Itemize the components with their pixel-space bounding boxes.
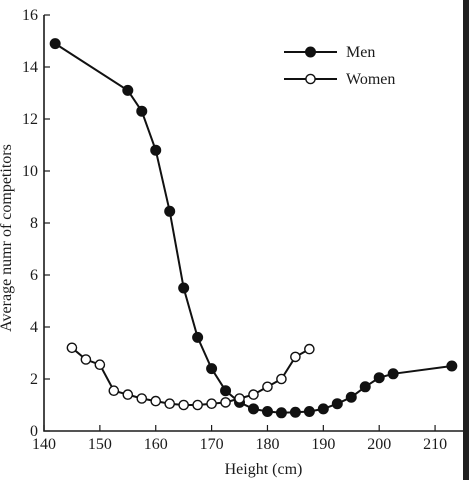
men-point xyxy=(318,404,328,414)
men-point xyxy=(276,408,286,418)
y-tick-label: 0 xyxy=(30,423,38,440)
men-point xyxy=(249,404,259,414)
legend-men-label: Men xyxy=(346,44,375,61)
women-point xyxy=(305,345,314,354)
x-tick-label: 210 xyxy=(423,436,447,453)
y-tick-label: 16 xyxy=(22,7,38,24)
men-point xyxy=(332,399,342,409)
legend-women-label: Women xyxy=(346,71,395,88)
men-point xyxy=(388,369,398,379)
men-point xyxy=(137,106,147,116)
x-tick-label: 200 xyxy=(367,436,391,453)
women-point xyxy=(67,343,76,352)
men-point xyxy=(123,85,133,95)
y-tick-label: 8 xyxy=(30,215,38,232)
women-point xyxy=(277,374,286,383)
women-point xyxy=(81,355,90,364)
legend-men-marker xyxy=(306,47,316,57)
men-point xyxy=(221,386,231,396)
y-tick-label: 2 xyxy=(30,371,38,388)
women-point xyxy=(95,360,104,369)
women-point xyxy=(179,400,188,409)
men-point xyxy=(193,332,203,342)
women-point xyxy=(151,397,160,406)
x-tick-label: 170 xyxy=(200,436,224,453)
legend-women-marker xyxy=(306,74,315,83)
women-point xyxy=(263,382,272,391)
women-point xyxy=(137,394,146,403)
women-point xyxy=(165,399,174,408)
men-point xyxy=(346,392,356,402)
women-point xyxy=(291,352,300,361)
women-point xyxy=(207,399,216,408)
men-point xyxy=(304,407,314,417)
women-point xyxy=(235,394,244,403)
women-point xyxy=(109,386,118,395)
men-point xyxy=(290,407,300,417)
men-point xyxy=(165,206,175,216)
men-point xyxy=(447,361,457,371)
y-axis-title: Average num⹞r of competitors xyxy=(0,144,15,332)
x-tick-label: 180 xyxy=(255,436,279,453)
men-point xyxy=(360,382,370,392)
x-tick-label: 190 xyxy=(311,436,335,453)
women-point xyxy=(193,400,202,409)
x-axis-title: Height (cm) xyxy=(225,461,303,478)
men-point xyxy=(50,39,60,49)
y-tick-label: 14 xyxy=(22,59,38,76)
y-tick-label: 6 xyxy=(30,267,38,284)
men-point xyxy=(151,145,161,155)
men-point xyxy=(207,364,217,374)
y-tick-label: 12 xyxy=(22,111,38,128)
men-point xyxy=(262,407,272,417)
women-point xyxy=(249,390,258,399)
y-tick-label: 4 xyxy=(30,319,38,336)
men-point xyxy=(374,373,384,383)
x-tick-label: 150 xyxy=(88,436,112,453)
men-point xyxy=(179,283,189,293)
women-point xyxy=(123,390,132,399)
y-tick-label: 10 xyxy=(22,163,38,180)
women-point xyxy=(221,398,230,407)
x-tick-label: 160 xyxy=(144,436,168,453)
